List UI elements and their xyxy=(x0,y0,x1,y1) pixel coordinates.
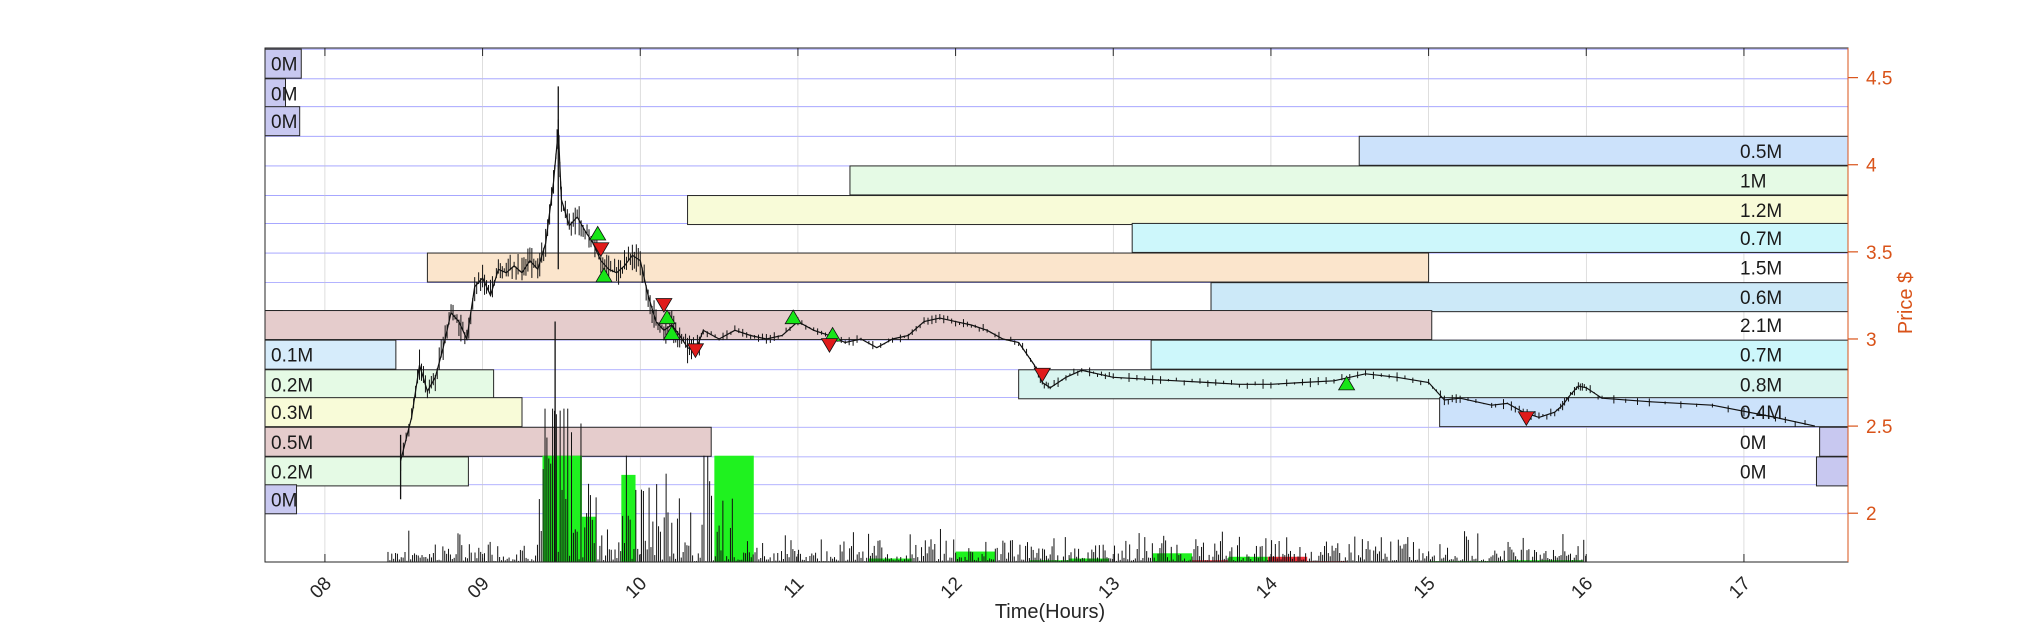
volume-profile-bar xyxy=(426,252,1430,283)
volume-profile-bar xyxy=(264,339,397,370)
volume-profile-bar xyxy=(687,195,1849,226)
sell-marker xyxy=(820,338,839,353)
volume-bar xyxy=(868,558,912,562)
volume-bars xyxy=(387,408,1587,562)
buy-marker xyxy=(588,225,607,241)
volume-profile-label: 0M xyxy=(1740,462,1766,483)
volume-profile-bar xyxy=(1815,456,1849,487)
buy-marker xyxy=(784,309,802,325)
volume-profile-label: 2.1M xyxy=(1740,316,1782,337)
volume-profile-bar xyxy=(264,106,301,137)
volume-bar xyxy=(1152,553,1193,562)
volume-bar xyxy=(955,551,996,562)
volume-profile-bar xyxy=(264,426,712,457)
y-tick-label: 2 xyxy=(1866,504,1877,525)
volume-profile-label: 0.2M xyxy=(271,375,313,396)
volume-profile-bar xyxy=(1439,397,1849,428)
volume-profile-label: 0.5M xyxy=(271,433,313,454)
volume-profile-bar xyxy=(264,48,302,79)
volume-profile-bar xyxy=(1819,426,1849,457)
volume-bar xyxy=(1029,560,1070,562)
volume-profile-label: 0M xyxy=(271,112,297,133)
volume-profile-label: 0M xyxy=(1740,433,1766,454)
volume-profile-label: 1.5M xyxy=(1740,259,1782,280)
y-axis-label: Price $ xyxy=(1895,272,1917,334)
sell-marker xyxy=(592,242,610,258)
volume-profile-bar xyxy=(1210,282,1849,313)
x-axis-label: Time(Hours) xyxy=(995,601,1105,623)
sell-marker xyxy=(655,298,673,313)
sell-marker xyxy=(1517,411,1536,427)
volume-profile-label: 0.7M xyxy=(1740,346,1782,367)
volume-profile-label: 0.6M xyxy=(1740,288,1782,309)
sell-marker xyxy=(1033,367,1052,383)
buy-marker xyxy=(1337,375,1356,391)
volume-profile-label: 0.1M xyxy=(271,346,313,367)
buy-marker xyxy=(658,309,676,325)
volume-bar xyxy=(1192,560,1229,562)
y-tick-label: 3 xyxy=(1866,330,1877,351)
volume-profile-label: 0M xyxy=(271,490,297,511)
volume-bar xyxy=(1267,556,1308,562)
volume-profile-label: 0.5M xyxy=(1740,142,1782,163)
volume-bar xyxy=(1069,558,1109,562)
volume-profile-label: 0.8M xyxy=(1740,375,1782,396)
y-tick-label: 2.5 xyxy=(1866,417,1892,438)
volume-profile-label: 1M xyxy=(1740,171,1766,192)
volume-profile-bar xyxy=(849,165,1849,196)
volume-profile-bar xyxy=(264,397,523,428)
buy-marker xyxy=(595,267,613,283)
volume-bar xyxy=(1228,556,1268,562)
y-tick-label: 4.5 xyxy=(1866,69,1892,90)
volume-profile-bar xyxy=(264,456,469,487)
y-axis-ticks: 2 2.5 3 3.5 4 4.5 xyxy=(1847,48,1892,562)
volume-profile-label: 0M xyxy=(271,84,297,105)
buy-marker xyxy=(663,324,681,340)
trade-markers xyxy=(588,225,1536,427)
y-tick-label: 3.5 xyxy=(1866,243,1892,264)
volume-profile-bar xyxy=(264,310,1433,341)
volume-profile-bar xyxy=(1358,135,1849,166)
volume-profile-label: 0.4M xyxy=(1740,403,1782,424)
volume-profile-bars: 0M 0M 0M 0.5M 1M 1.2M 0.7M 1.5M 0.6M 0M 2.1M 0.1M 0.… xyxy=(264,48,1849,515)
y-tick-label: 4 xyxy=(1866,156,1877,177)
volume-profile-bar xyxy=(1018,369,1849,400)
volume-profile-label: 1.2M xyxy=(1740,201,1782,222)
volume-profile-label: 0.2M xyxy=(271,462,313,483)
volume-profile-label: 0.3M xyxy=(271,403,313,424)
price-series xyxy=(399,86,1816,562)
volume-profile-label: 0M xyxy=(271,55,297,76)
volume-profile-label: 0.7M xyxy=(1740,229,1782,250)
sell-marker xyxy=(686,343,705,359)
